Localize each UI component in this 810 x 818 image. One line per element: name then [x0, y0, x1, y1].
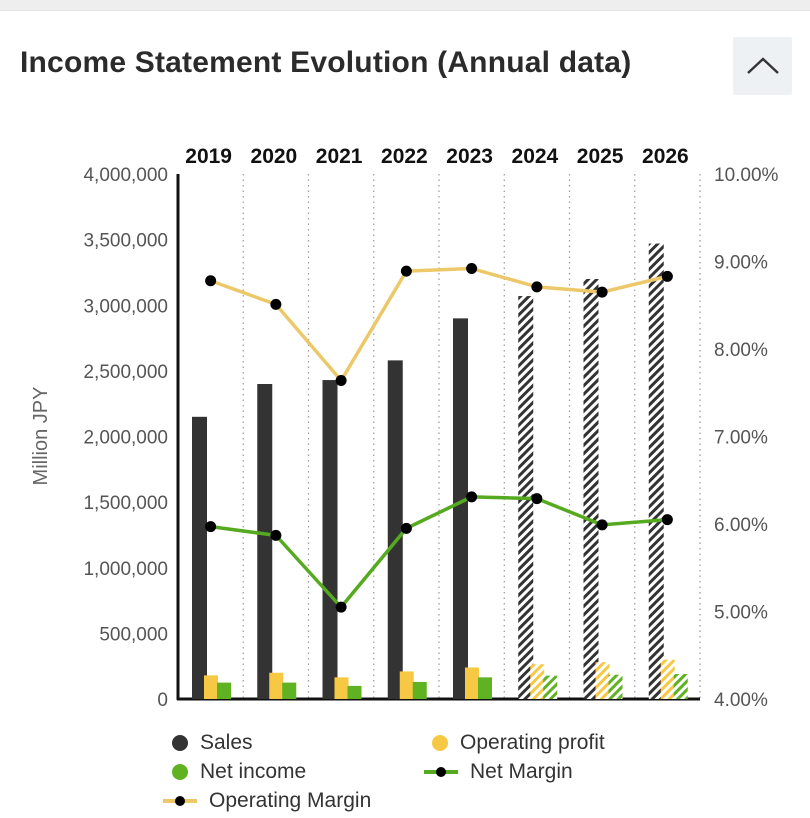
panel-title: Income Statement Evolution (Annual data) — [20, 46, 632, 79]
operating-margin-point — [596, 286, 608, 298]
operating-margin-point — [400, 265, 412, 277]
x-tick-label: 2023 — [446, 145, 493, 168]
net-margin-point — [270, 529, 282, 541]
sales-bar — [583, 279, 599, 699]
sales-bar — [192, 416, 207, 699]
net-income-bar — [217, 682, 231, 699]
x-tick-label: 2025 — [577, 145, 624, 168]
y2-tick-label: 6.00% — [714, 515, 768, 536]
operating-margin-point — [270, 298, 282, 310]
legend-label-operating-profit: Operating profit — [460, 731, 605, 754]
net-income-bar — [412, 681, 427, 699]
lines — [205, 263, 673, 613]
net-income-bar — [347, 685, 362, 699]
bars — [192, 243, 688, 699]
operating-margin-swatch-icon — [163, 793, 197, 809]
operating-profit-bar — [269, 672, 284, 699]
legend-item-sales[interactable]: Sales — [172, 731, 253, 755]
y2-tick-label: 7.00% — [714, 428, 768, 449]
operating-margin-point — [661, 270, 673, 282]
legend-label-net-income: Net income — [200, 760, 307, 783]
operating-profit-bar — [465, 667, 479, 699]
legend-item-net-income[interactable]: Net income — [172, 760, 306, 784]
chevron-up-icon — [746, 57, 779, 74]
legend-item-operating-profit[interactable]: Operating profit — [432, 731, 605, 755]
legend-label-operating-margin: Operating Margin — [209, 789, 372, 812]
operating-profit-swatch-icon — [432, 735, 448, 751]
legend-item-net-margin[interactable]: Net Margin — [424, 760, 573, 784]
legend-item-operating-margin[interactable]: Operating Margin — [163, 789, 371, 813]
operating-profit-bar — [204, 675, 218, 699]
net-income-swatch-icon — [172, 764, 188, 780]
operating-margin-point — [205, 275, 217, 287]
y2-tick-label: 4.00% — [714, 690, 768, 711]
net-income-bar — [543, 675, 558, 699]
y2-tick-label: 5.00% — [714, 603, 768, 624]
y-tick-label: 1,500,000 — [83, 493, 168, 514]
y-tick-label: 3,500,000 — [83, 231, 168, 252]
y-tick-label: 2,500,000 — [83, 362, 168, 383]
net-margin-point — [466, 491, 478, 503]
legend-label-sales: Sales — [200, 731, 253, 754]
sales-bar — [648, 243, 664, 699]
net-margin-point — [205, 521, 217, 533]
legend-label-net-margin: Net Margin — [470, 760, 573, 783]
net-margin-point — [335, 601, 347, 613]
net-margin-line — [210, 495, 668, 609]
operating-profit-bar — [530, 664, 545, 699]
y2-tick-label: 10.00% — [714, 165, 779, 186]
y2-tick-label: 9.00% — [714, 253, 768, 274]
operating-profit-bar — [399, 671, 414, 699]
operating-margin-point — [466, 263, 478, 274]
y-tick-label: 500,000 — [99, 624, 168, 645]
y-tick-label: 3,000,000 — [83, 296, 168, 317]
x-tick-label: 2019 — [185, 145, 232, 168]
operating-profit-bar — [334, 677, 349, 699]
y-tick-label: 1,000,000 — [83, 559, 168, 580]
sales-bar — [387, 360, 403, 699]
net-income-bar — [673, 674, 688, 699]
collapse-button[interactable] — [733, 37, 792, 95]
top-strip — [0, 0, 810, 11]
axes — [176, 174, 700, 701]
net-margin-point — [531, 493, 543, 505]
y2-tick-label: 8.00% — [714, 340, 768, 361]
net-margin-point — [596, 519, 608, 531]
sales-bar — [453, 318, 468, 699]
operating-margin-point — [335, 375, 347, 386]
net-income-bar — [478, 677, 492, 699]
operating-margin-point — [531, 281, 543, 293]
operating-profit-bar — [595, 662, 610, 699]
sales-swatch-icon — [172, 735, 188, 751]
labels: 0 500,000 1,000,000 1,500,000 2,000,000 2,500… — [30, 145, 779, 711]
x-tick-label: 2021 — [316, 145, 363, 168]
x-tick-label: 2020 — [251, 145, 298, 168]
net-margin-point — [661, 514, 673, 526]
x-tick-label: 2026 — [642, 145, 689, 168]
y-axis-label: Million JPY — [30, 387, 52, 486]
net-margin-point — [400, 522, 412, 534]
net-income-bar — [282, 682, 297, 699]
x-tick-label: 2024 — [512, 145, 559, 168]
x-tick-label: 2022 — [381, 145, 428, 168]
operating-margin-line — [210, 266, 668, 383]
y-tick-label: 4,000,000 — [83, 165, 168, 186]
sales-bar — [257, 384, 273, 699]
y-tick-label: 0 — [157, 690, 168, 711]
sales-bar — [322, 380, 338, 699]
grid — [242, 174, 701, 699]
operating-profit-bar — [660, 659, 675, 699]
net-margin-swatch-icon — [424, 764, 458, 780]
y-tick-label: 2,000,000 — [83, 428, 168, 449]
net-income-bar — [608, 674, 623, 699]
